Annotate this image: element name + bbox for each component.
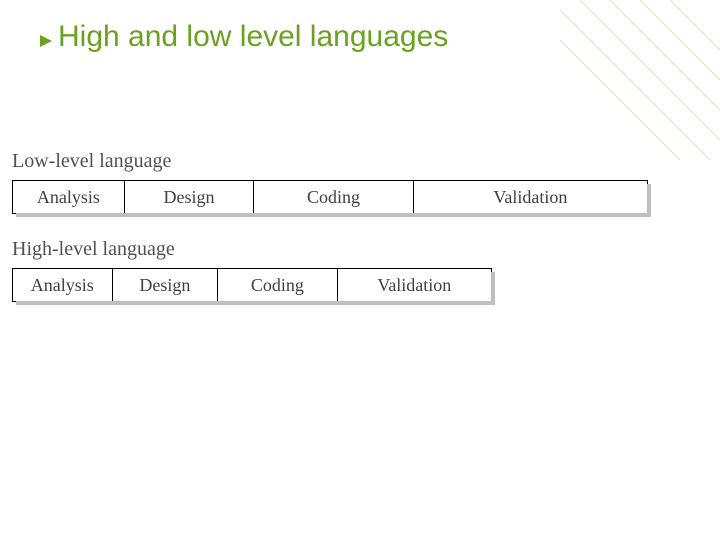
low-cell-analysis: Analysis xyxy=(13,181,125,213)
high-level-label: High-level language xyxy=(12,238,175,261)
page-title: High and low level languages xyxy=(58,20,448,54)
decorative-lines xyxy=(560,0,720,160)
high-level-row: AnalysisDesignCodingValidation xyxy=(12,268,492,302)
low-cell-coding: Coding xyxy=(254,181,414,213)
low-cell-design: Design xyxy=(125,181,255,213)
high-cell-analysis: Analysis xyxy=(13,269,113,301)
title-bullet-icon xyxy=(40,35,52,47)
low-cell-validation: Validation xyxy=(414,181,647,213)
high-cell-validation: Validation xyxy=(338,269,491,301)
high-cell-coding: Coding xyxy=(218,269,338,301)
high-cell-design: Design xyxy=(113,269,219,301)
low-level-label: Low-level language xyxy=(12,150,171,173)
low-level-row: AnalysisDesignCodingValidation xyxy=(12,180,648,214)
